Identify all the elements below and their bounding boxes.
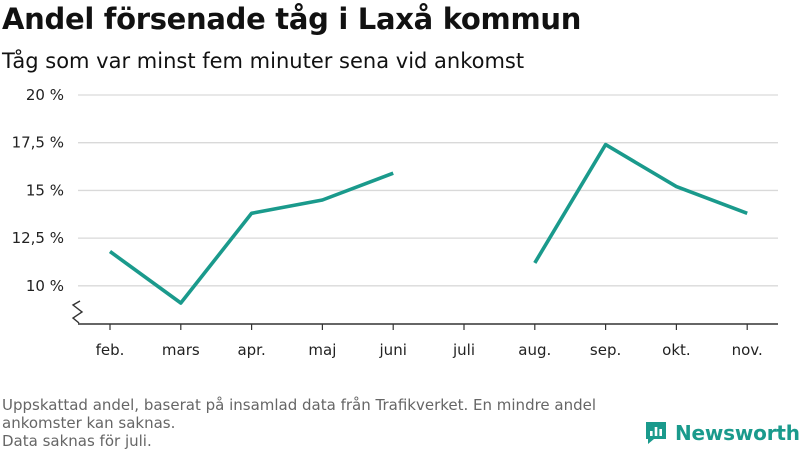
gridlines bbox=[78, 94, 778, 287]
y-axis-tick-labels: 10 % 12,5 % 15 % 17,5 % 20 % bbox=[12, 86, 64, 295]
chart-title: Andel försenade tåg i Laxå kommun bbox=[2, 2, 582, 36]
series-lines bbox=[108, 142, 748, 305]
x-tick-label: juli bbox=[452, 341, 475, 359]
series-line-segment bbox=[108, 171, 394, 305]
footnote: Uppskattad andel, baserat på insamlad da… bbox=[2, 396, 632, 450]
x-tick-label: okt. bbox=[662, 341, 691, 359]
x-axis-tick-labels: feb. mars apr. maj juni juli aug. sep. okt. nov. bbox=[96, 341, 763, 359]
x-axis bbox=[71, 300, 778, 330]
y-tick-label: 17,5 % bbox=[12, 134, 64, 152]
x-tick-label: nov. bbox=[732, 341, 763, 359]
y-tick-label: 15 % bbox=[26, 181, 64, 199]
y-tick-label: 10 % bbox=[26, 277, 64, 295]
footnote-missing-data-text: Data saknas för juli. bbox=[2, 432, 152, 450]
x-tick-label: apr. bbox=[237, 341, 265, 359]
y-tick-label: 12,5 % bbox=[12, 229, 64, 247]
series-line-segment bbox=[533, 142, 748, 264]
x-tick-label: maj bbox=[308, 341, 336, 359]
brand-logo: Newsworthy bbox=[644, 419, 800, 447]
x-tick-label: mars bbox=[162, 341, 200, 359]
newsworthy-logo-icon bbox=[646, 422, 666, 444]
brand-name: Newsworthy bbox=[675, 421, 800, 445]
y-axis-break-mark bbox=[71, 300, 84, 324]
footnote-source-text: Uppskattad andel, baserat på insamlad da… bbox=[2, 396, 597, 432]
x-tick-label: sep. bbox=[590, 341, 621, 359]
x-tick-label: feb. bbox=[96, 341, 125, 359]
y-tick-label: 20 % bbox=[26, 86, 64, 104]
chart-subtitle: Tåg som var minst fem minuter sena vid a… bbox=[2, 49, 525, 73]
x-tick-label: juni bbox=[379, 341, 407, 359]
x-tick-label: aug. bbox=[518, 341, 551, 359]
